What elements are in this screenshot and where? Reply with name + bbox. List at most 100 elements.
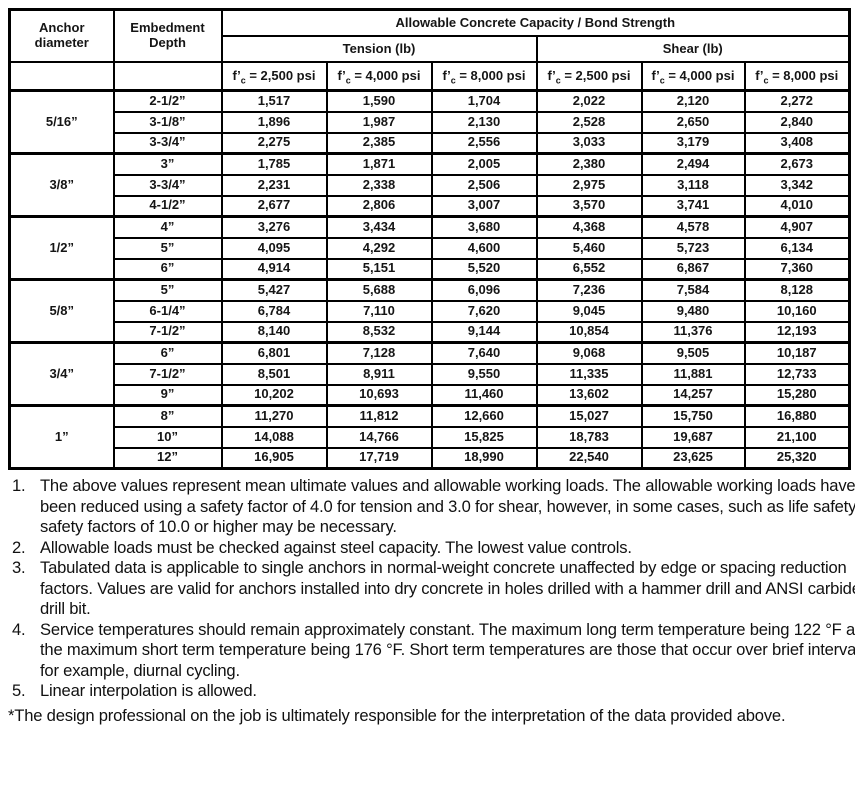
embedment-depth-cell: 3-3/4” bbox=[112, 131, 223, 155]
capacity-value-cell: 1,896 bbox=[220, 110, 328, 134]
table-row: 6” 4,914 5,151 5,520 6,552 6,867 7,360 bbox=[10, 257, 851, 281]
table-row: 3/8” 3” 1,785 1,871 2,005 2,380 2,494 2,673 bbox=[8, 152, 851, 218]
embedment-depth-cell: 4-1/2” bbox=[112, 194, 223, 218]
fc-subscript: c bbox=[345, 75, 351, 86]
table-row: 3-3/4” 2,275 2,385 2,556 3,033 3,179 3,408 bbox=[10, 131, 851, 155]
capacity-value-cell: 1,987 bbox=[325, 110, 433, 134]
capacity-value-cell: 8,128 bbox=[743, 278, 851, 302]
footnote-item: 3. Tabulated data is applicable to single… bbox=[2, 558, 855, 620]
capacity-value-cell: 10,160 bbox=[743, 299, 851, 323]
capacity-value-cell: 3,179 bbox=[640, 131, 746, 155]
capacity-value-cell: 7,128 bbox=[325, 341, 433, 365]
capacity-value-cell: 2,022 bbox=[535, 89, 643, 113]
capacity-value-cell: 9,480 bbox=[640, 299, 746, 323]
fc-symbol: f’ bbox=[651, 67, 660, 83]
empty-cell bbox=[8, 61, 115, 92]
table-row: 3-1/8” 1,896 1,987 2,130 2,528 2,650 2,840 bbox=[10, 110, 851, 134]
fc-subscript: c bbox=[450, 75, 456, 86]
capacity-value-cell: 2,840 bbox=[743, 110, 851, 134]
capacity-value-cell: 2,556 bbox=[430, 131, 538, 155]
footnote-item: 1. The above values represent mean ultima… bbox=[2, 476, 855, 538]
anchor-diameter-cell: 1” bbox=[8, 404, 115, 470]
empty-cell bbox=[112, 61, 223, 92]
footnote-item: 2. Allowable loads must be checked agains… bbox=[2, 538, 855, 559]
capacity-value-cell: 2,272 bbox=[743, 89, 851, 113]
capacity-value-cell: 15,825 bbox=[430, 425, 538, 449]
capacity-value-cell: 2,231 bbox=[220, 173, 328, 197]
capacity-value-cell: 25,320 bbox=[743, 446, 851, 470]
capacity-value-cell: 9,068 bbox=[535, 341, 643, 365]
capacity-value-cell: 5,688 bbox=[325, 278, 433, 302]
capacity-value-cell: 1,871 bbox=[325, 152, 433, 176]
header-row-1: Anchor diameter Embedment Depth Allowabl… bbox=[8, 8, 851, 63]
capacity-value-cell: 5,723 bbox=[640, 236, 746, 260]
header-row-2: Tension (lb) Shear (lb) bbox=[10, 35, 851, 63]
anchor-diameter-cell: 3/8” bbox=[8, 152, 115, 218]
capacity-value-cell: 3,570 bbox=[535, 194, 643, 218]
embedment-depth-cell: 12” bbox=[112, 446, 223, 470]
embedment-depth-cell: 5” bbox=[112, 278, 223, 302]
capacity-value-cell: 10,854 bbox=[535, 320, 643, 344]
capacity-value-cell: 8,140 bbox=[220, 320, 328, 344]
fc-symbol: f’ bbox=[337, 67, 346, 83]
disclaimer-note: *The design professional on the job is u… bbox=[8, 705, 786, 725]
capacity-value-cell: 7,110 bbox=[325, 299, 433, 323]
fc-symbol: f’ bbox=[547, 67, 556, 83]
capacity-value-cell: 7,640 bbox=[430, 341, 538, 365]
capacity-value-cell: 15,750 bbox=[640, 404, 746, 428]
capacity-value-cell: 12,733 bbox=[743, 362, 851, 386]
table-row: 12” 16,905 17,719 18,990 22,540 23,625 25,320 bbox=[10, 446, 851, 470]
anchor-diameter-cell: 3/4” bbox=[8, 341, 115, 407]
capacity-value-cell: 2,650 bbox=[640, 110, 746, 134]
fc-column-header: f’c = 2,500 psi bbox=[220, 61, 328, 92]
footnote-number: 1. bbox=[12, 476, 26, 495]
embedment-depth-cell: 3” bbox=[112, 152, 223, 176]
embedment-depth-cell: 6” bbox=[112, 257, 223, 281]
capacity-value-cell: 21,100 bbox=[743, 425, 851, 449]
capacity-value-cell: 2,806 bbox=[325, 194, 433, 218]
capacity-value-cell: 5,427 bbox=[220, 278, 328, 302]
capacity-value-cell: 4,095 bbox=[220, 236, 328, 260]
capacity-value-cell: 11,460 bbox=[430, 383, 538, 407]
capacity-value-cell: 6,552 bbox=[535, 257, 643, 281]
embedment-depth-cell: 2-1/2” bbox=[112, 89, 223, 113]
capacity-value-cell: 4,292 bbox=[325, 236, 433, 260]
table-row: 6-1/4” 6,784 7,110 7,620 9,045 9,480 10,160 bbox=[10, 299, 851, 323]
capacity-value-cell: 1,785 bbox=[220, 152, 328, 176]
capacity-title: Allowable Concrete Capacity / Bond Stren… bbox=[220, 8, 851, 37]
capacity-value-cell: 1,517 bbox=[220, 89, 328, 113]
footnote-number: 2. bbox=[12, 537, 26, 557]
fc-column-header: f’c = 4,000 psi bbox=[325, 61, 433, 92]
capacity-value-cell: 23,625 bbox=[640, 446, 746, 470]
fc-subscript: c bbox=[763, 75, 769, 86]
fc-column-header: f’c = 4,000 psi bbox=[640, 61, 746, 92]
capacity-value-cell: 1,590 bbox=[325, 89, 433, 113]
capacity-value-cell: 3,007 bbox=[430, 194, 538, 218]
capacity-value-cell: 19,687 bbox=[640, 425, 746, 449]
capacity-value-cell: 5,460 bbox=[535, 236, 643, 260]
fc-symbol: f’ bbox=[232, 67, 241, 83]
capacity-value-cell: 3,276 bbox=[220, 215, 328, 239]
embedment-depth-cell: 6” bbox=[112, 341, 223, 365]
embedment-depth-header: Embedment Depth bbox=[112, 8, 223, 63]
capacity-value-cell: 3,033 bbox=[535, 131, 643, 155]
capacity-value-cell: 10,202 bbox=[220, 383, 328, 407]
table-row: 4-1/2” 2,677 2,806 3,007 3,570 3,741 4,010 bbox=[10, 194, 851, 218]
capacity-value-cell: 7,360 bbox=[743, 257, 851, 281]
capacity-value-cell: 2,677 bbox=[220, 194, 328, 218]
anchor-diameter-header: Anchor diameter bbox=[8, 8, 115, 63]
capacity-value-cell: 2,385 bbox=[325, 131, 433, 155]
footnote-number: 5. bbox=[12, 681, 26, 700]
table-row: 7-1/2” 8,501 8,911 9,550 11,335 11,881 12,733 bbox=[10, 362, 851, 386]
table-row: 5/16” 2-1/2” 1,517 1,590 1,704 2,022 2,120 2,27… bbox=[8, 89, 851, 155]
capacity-value-cell: 14,088 bbox=[220, 425, 328, 449]
footnote-item: 4. Service temperatures should remain app… bbox=[2, 620, 855, 682]
capacity-value-cell: 2,005 bbox=[430, 152, 538, 176]
capacity-value-cell: 8,911 bbox=[325, 362, 433, 386]
capacity-value-cell: 3,680 bbox=[430, 215, 538, 239]
capacity-value-cell: 3,408 bbox=[743, 131, 851, 155]
tension-header: Tension (lb) bbox=[220, 35, 538, 63]
capacity-value-cell: 15,280 bbox=[743, 383, 851, 407]
capacity-value-cell: 11,812 bbox=[325, 404, 433, 428]
capacity-value-cell: 5,520 bbox=[430, 257, 538, 281]
